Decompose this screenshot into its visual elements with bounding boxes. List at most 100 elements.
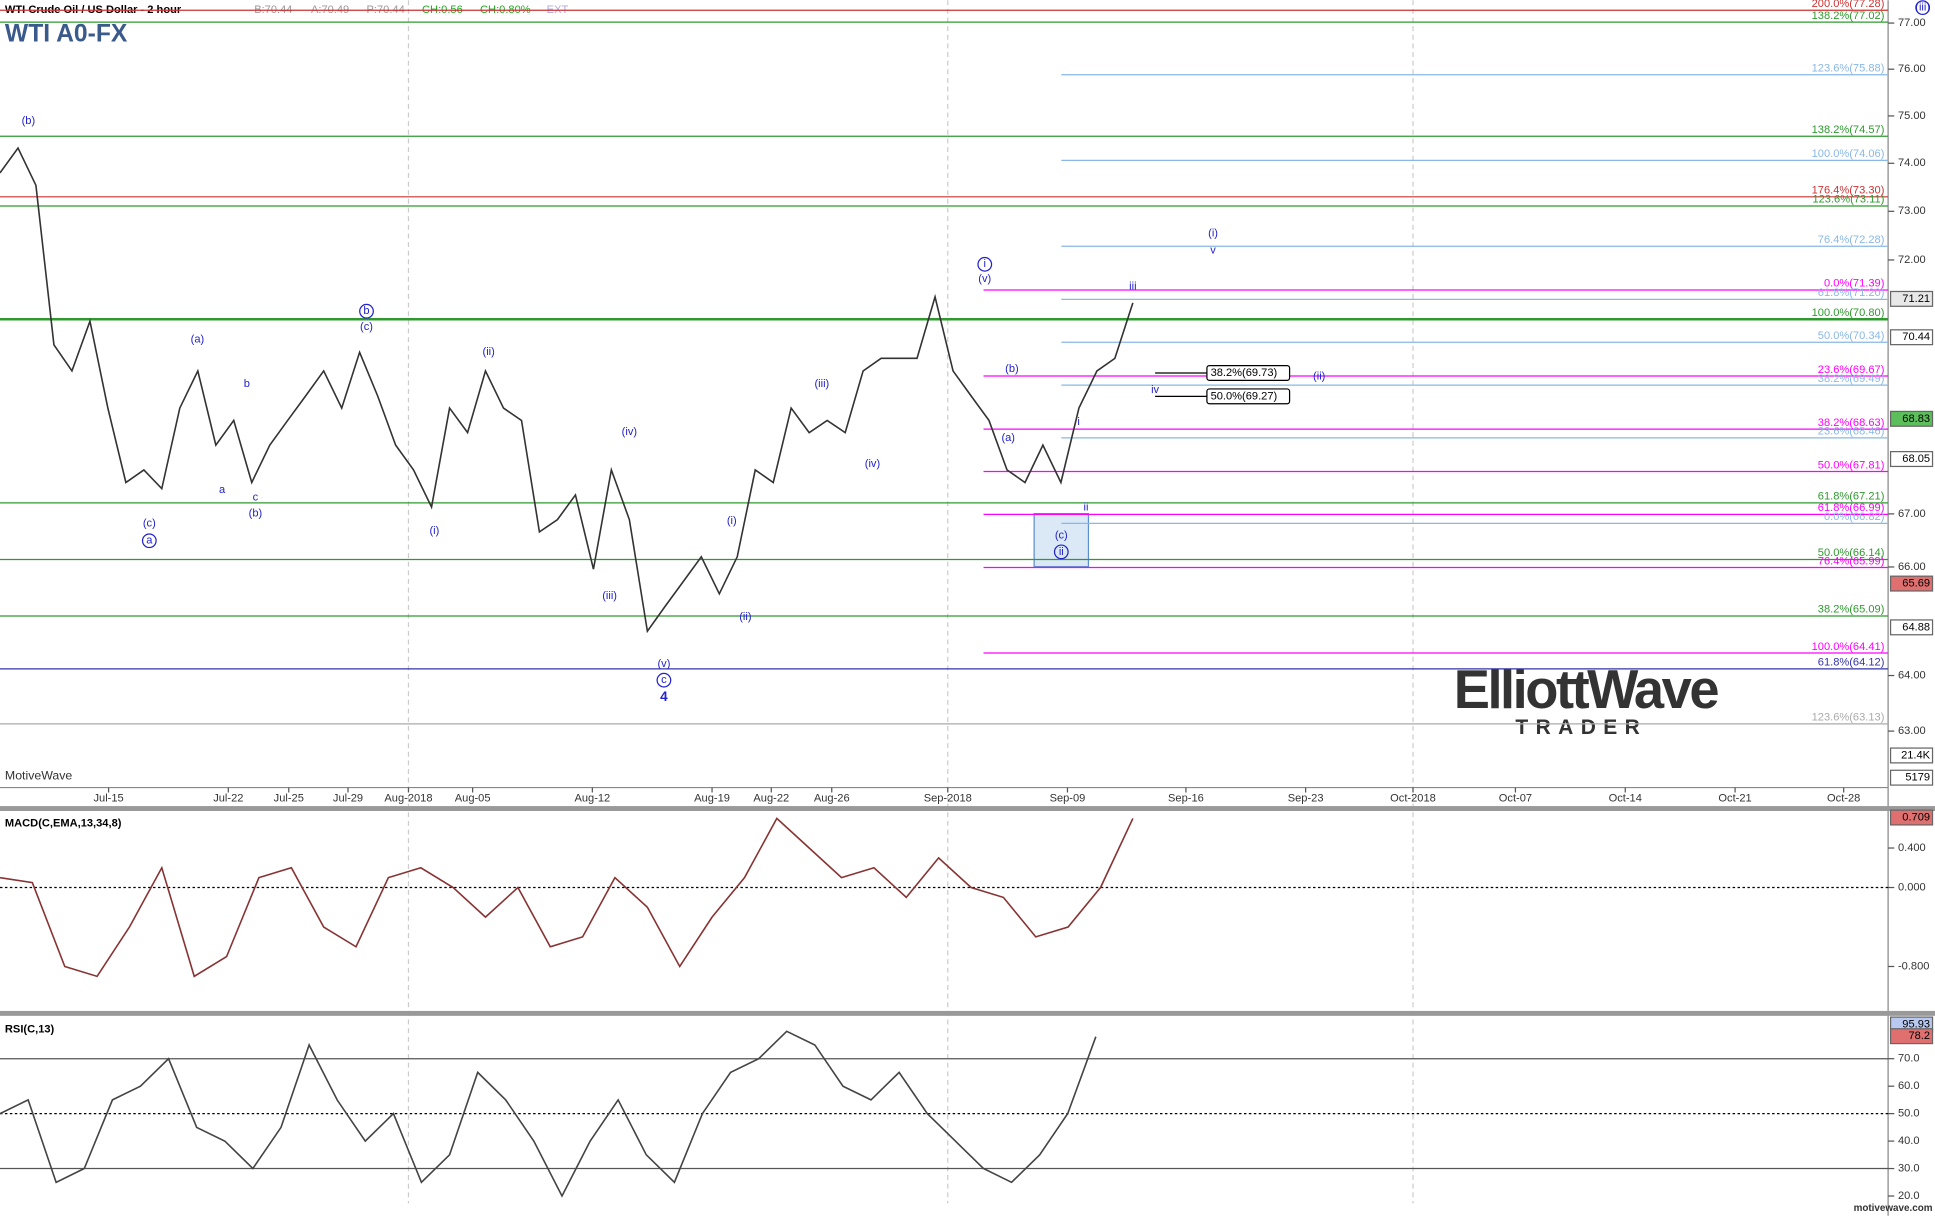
- x-tick-label: Sep-23: [1288, 793, 1324, 805]
- boxed-level-label: 50.0%(69.27): [1211, 390, 1278, 402]
- wave-label: (iii): [1915, 2, 1930, 14]
- wave-label: (i): [429, 525, 439, 537]
- y-tick-label: 20.0: [1898, 1190, 1920, 1202]
- y-tick-label: 67.00: [1898, 508, 1926, 520]
- y-tick-label: 40.0: [1898, 1135, 1920, 1147]
- price-tag: [1889, 329, 1934, 346]
- y-tick-label: 75.00: [1898, 110, 1926, 122]
- fib-label: 61.8%(64.12): [1818, 657, 1885, 669]
- y-tick-label: 64.00: [1898, 669, 1926, 681]
- y-tick-label: 60.0: [1898, 1080, 1920, 1092]
- x-tick-label: Oct-14: [1609, 793, 1642, 805]
- price-tag: [1889, 290, 1934, 307]
- y-tick-label: 76.00: [1898, 63, 1926, 75]
- volume-tag-label: 5179: [1905, 772, 1930, 784]
- fib-label: 200.0%(77.28): [1812, 0, 1885, 10]
- x-tick-label: Aug-26: [814, 793, 850, 805]
- wave-label: i: [1077, 416, 1079, 428]
- wave-label: ii: [1084, 501, 1089, 513]
- wave-circle: [977, 256, 993, 272]
- wave-label: iii: [1129, 280, 1136, 292]
- boxed-level-label: 38.2%(69.73): [1211, 367, 1278, 379]
- wave-label: (iii): [814, 378, 829, 390]
- x-tick-label: Sep-09: [1050, 793, 1086, 805]
- wave-circle: [1915, 0, 1931, 16]
- fib-label: 50.0%(70.34): [1818, 330, 1885, 342]
- fib-label: 0.0%(66.82): [1824, 511, 1884, 523]
- wave-label: c: [253, 491, 259, 503]
- price-tag: [1889, 451, 1934, 468]
- y-tick-label: 63.00: [1898, 725, 1926, 737]
- y-tick-label: 70.0: [1898, 1053, 1920, 1065]
- chart-title: WTI A0-FX: [5, 20, 128, 47]
- wave-label: (v): [978, 273, 991, 285]
- wave-label: (c): [143, 517, 156, 529]
- fib-label: 138.2%(74.57): [1812, 124, 1885, 136]
- fib-label: 100.0%(64.41): [1812, 641, 1885, 653]
- wave-label: a: [219, 484, 226, 496]
- boxed-level-box: [1206, 388, 1291, 405]
- footer: motivewave.com: [1854, 1203, 1933, 1214]
- logo: ElliottWave: [1454, 659, 1719, 720]
- rsi-tag-label: 78.2: [1908, 1030, 1930, 1042]
- fib-label: 123.6%(75.88): [1812, 63, 1885, 75]
- fib-label: 61.8%(67.21): [1818, 491, 1885, 503]
- wave-label: 4: [660, 689, 668, 704]
- wave-label: v: [1210, 245, 1216, 257]
- price-tag: [1889, 410, 1934, 427]
- wave-label: iv: [1151, 384, 1159, 396]
- fib-label: 176.4%(73.30): [1812, 185, 1885, 197]
- macd-line: [0, 817, 1134, 978]
- wave-label: c: [661, 674, 667, 686]
- x-tick-label: Aug-05: [455, 793, 491, 805]
- wave-label: (iv): [622, 426, 637, 438]
- wave-label: (c): [1055, 530, 1068, 542]
- wave-circle: [656, 672, 672, 688]
- y-tick-label: 30.0: [1898, 1162, 1920, 1174]
- x-tick-label: Jul-22: [213, 793, 243, 805]
- price-tag-label: 68.05: [1902, 453, 1930, 465]
- macd-tag: [1889, 809, 1934, 826]
- wave-label: (ii): [483, 346, 495, 358]
- fib-label: 50.0%(67.81): [1818, 459, 1885, 471]
- rsi-tag-label: 95.93: [1902, 1018, 1930, 1030]
- fib-label: 0.0%(71.39): [1824, 278, 1884, 290]
- price-tag: [1889, 575, 1934, 592]
- price-tag-label: 70.44: [1902, 331, 1930, 343]
- wave-label: a: [146, 535, 153, 547]
- x-tick-label: Aug-12: [574, 793, 610, 805]
- rsi-line: [0, 1030, 1097, 1198]
- x-tick-label: Sep-2018: [924, 793, 972, 805]
- boxed-level-box: [1206, 364, 1291, 382]
- wave-label: b: [244, 378, 250, 390]
- wave-label: ii: [1059, 546, 1064, 558]
- volume-tag: [1889, 769, 1934, 786]
- volume-tag-label: 21.4K: [1901, 749, 1931, 761]
- x-tick-label: Oct-2018: [1390, 793, 1436, 805]
- y-tick-label: -0.800: [1898, 960, 1929, 972]
- panel-divider: [0, 1010, 1935, 1016]
- x-tick-label: Oct-07: [1499, 793, 1532, 805]
- price-tag-label: 68.83: [1902, 413, 1930, 425]
- fib-label: 23.6%(69.67): [1818, 364, 1885, 376]
- x-tick-label: Aug-19: [694, 793, 730, 805]
- wave-label: (ii): [1313, 371, 1325, 383]
- wave-label: (i): [1208, 227, 1218, 239]
- fib-label: 100.0%(74.06): [1812, 148, 1885, 160]
- wave-circle: [1053, 544, 1069, 560]
- x-tick-label: Jul-29: [333, 793, 363, 805]
- wave-label: (iv): [865, 458, 880, 470]
- x-tick-label: Sep-16: [1168, 793, 1204, 805]
- panel-title: RSI(C,13): [5, 1023, 55, 1035]
- x-tick-label: Aug-2018: [384, 793, 432, 805]
- fib-label: 138.2%(77.02): [1812, 10, 1885, 22]
- fib-label: 123.6%(73.11): [1812, 194, 1884, 206]
- volume-tag: [1889, 747, 1934, 764]
- y-tick-label: 77.00: [1898, 17, 1926, 29]
- wave-label: (a): [1001, 432, 1015, 444]
- target-box: [1033, 512, 1090, 568]
- fib-label: 123.6%(63.13): [1812, 712, 1885, 724]
- y-tick-label: 50.0: [1898, 1108, 1920, 1120]
- price-tag-label: 64.88: [1902, 621, 1930, 633]
- panel-divider: [0, 806, 1935, 812]
